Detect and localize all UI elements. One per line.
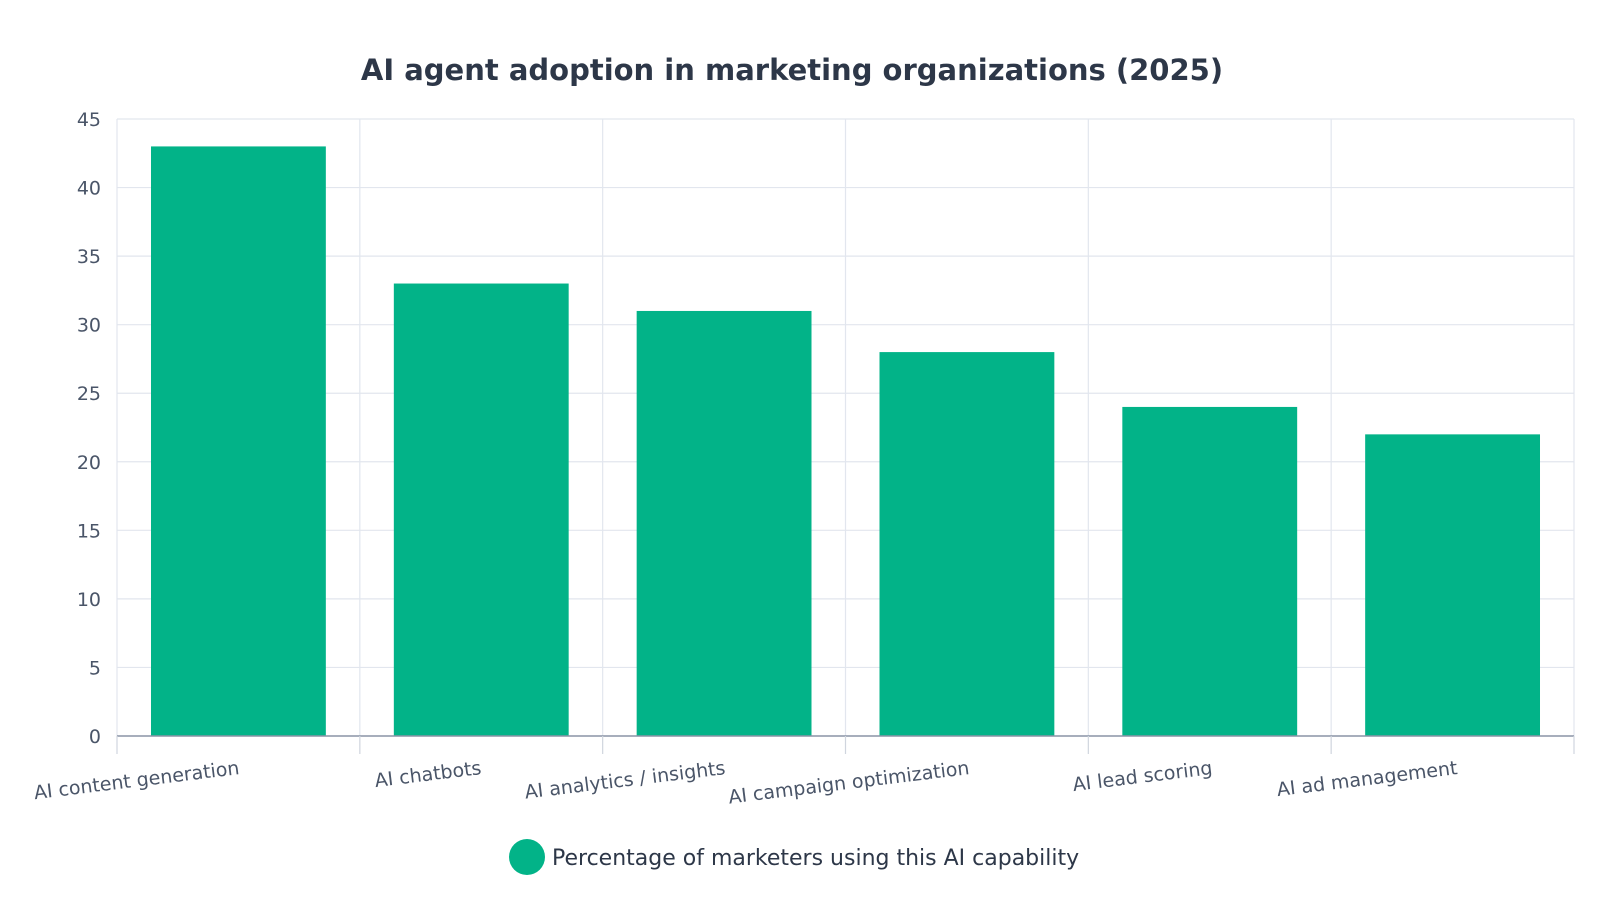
legend-swatch — [509, 839, 545, 875]
x-tick-label: AI ad management — [1276, 757, 1459, 801]
y-tick-label: 30 — [77, 315, 101, 337]
grid — [116, 118, 1575, 736]
y-tick-label: 5 — [89, 657, 101, 679]
x-tick-label: AI analytics / insights — [523, 757, 726, 803]
legend[interactable]: Percentage of marketers using this AI ca… — [509, 839, 1079, 875]
bar[interactable] — [879, 352, 1055, 736]
y-tick-label: 40 — [77, 178, 101, 200]
x-tick-label: AI chatbots — [373, 757, 482, 792]
bar[interactable] — [150, 146, 326, 736]
y-tick-label: 20 — [77, 452, 101, 474]
x-tick-label: AI campaign optimization — [727, 757, 970, 808]
y-tick-label: 35 — [77, 246, 101, 268]
y-tick-label: 0 — [89, 726, 101, 748]
bar[interactable] — [1122, 406, 1298, 736]
y-tick-label: 15 — [77, 520, 101, 542]
bar[interactable] — [636, 310, 812, 736]
bar[interactable] — [393, 283, 569, 736]
chart-title: AI agent adoption in marketing organizat… — [361, 53, 1223, 87]
bar[interactable] — [1365, 434, 1541, 736]
x-tick-label: AI content generation — [33, 757, 241, 804]
y-tick-label: 25 — [77, 383, 101, 405]
y-tick-label: 10 — [77, 589, 101, 611]
legend-label: Percentage of marketers using this AI ca… — [552, 846, 1079, 871]
y-tick-label: 45 — [77, 109, 101, 131]
bars — [150, 146, 1541, 736]
x-tick-label: AI lead scoring — [1071, 757, 1213, 796]
